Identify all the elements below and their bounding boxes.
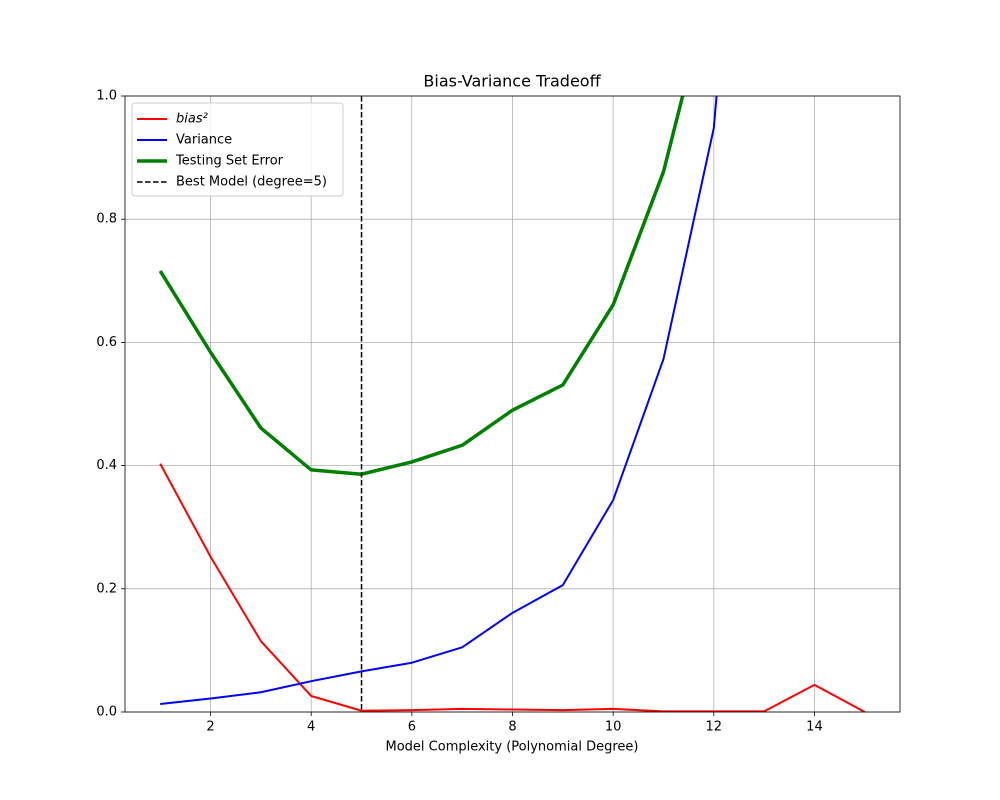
legend: bias² Variance Testing Set Error Best Model…	[131, 102, 344, 197]
series-line	[158, 96, 685, 476]
y-tick-label: 0.6	[96, 335, 117, 350]
y-tick-label: 0.0	[96, 705, 117, 720]
legend-label: bias²	[176, 112, 208, 127]
series-line	[160, 96, 718, 705]
x-tick-label: 6	[408, 720, 416, 735]
legend-label: Best Model (degree=5)	[176, 175, 327, 190]
x-tick-label: 12	[706, 720, 723, 735]
x-axis-label: Model Complexity (Polynomial Degree)	[386, 740, 639, 755]
y-tick-label: 0.8	[96, 212, 117, 227]
legend-label: Testing Set Error	[175, 154, 284, 169]
y-tick-label: 0.4	[96, 458, 117, 473]
plot-frame	[124, 95, 901, 713]
plot-area	[158, 96, 866, 712]
legend-label: Variance	[176, 133, 232, 148]
series-line	[159, 463, 866, 712]
x-tick-label: 10	[605, 720, 622, 735]
x-tick-label: 8	[508, 720, 516, 735]
y-tick-label: 0.2	[96, 581, 117, 596]
x-tick-label: 2	[206, 720, 214, 735]
x-tick-label: 4	[307, 720, 315, 735]
y-tick-label: 1.0	[96, 89, 117, 104]
chart-title: Bias-Variance Tradeoff	[423, 72, 601, 91]
x-tick-label: 14	[806, 720, 823, 735]
legend-box	[131, 102, 344, 197]
